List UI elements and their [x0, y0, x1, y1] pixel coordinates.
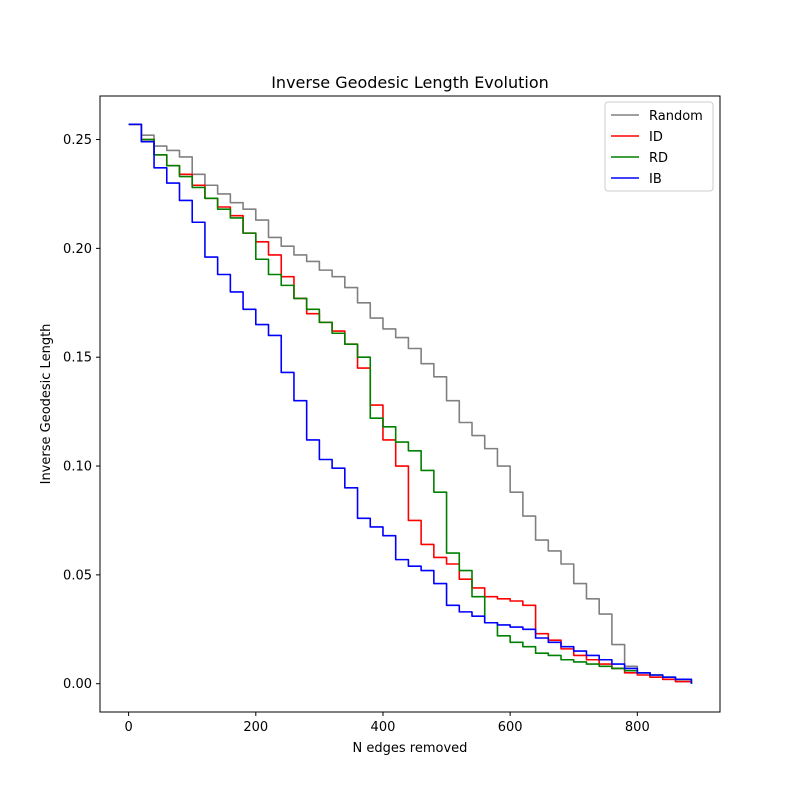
axes-frame: [99, 95, 721, 713]
series-line-ib: [128, 123, 693, 684]
y-axis: 0.00 0.05 0.10 0.15 0.20 0.25: [63, 133, 100, 692]
x-tick-label: 800: [625, 720, 650, 735]
x-axis-label: N edges removed: [353, 741, 468, 756]
x-tick-label: 600: [498, 720, 523, 735]
y-tick-label: 0.20: [63, 242, 92, 257]
legend: Random ID RD IB: [604, 101, 714, 192]
x-tick-label: 0: [124, 720, 132, 735]
series-line-id: [128, 123, 693, 684]
y-tick-label: 0.05: [63, 568, 92, 583]
y-tick-label: 0.25: [63, 133, 92, 148]
x-axis: 0 200 400 600 800: [124, 712, 650, 735]
series-line-random: [128, 123, 693, 684]
legend-label-id: ID: [649, 130, 663, 145]
plot-area: [128, 123, 693, 684]
legend-label-ib: IB: [649, 172, 662, 187]
y-tick-label: 0.15: [63, 351, 92, 366]
legend-label-random: Random: [649, 109, 703, 124]
x-tick-label: 200: [243, 720, 268, 735]
chart-title: Inverse Geodesic Length Evolution: [271, 73, 549, 92]
y-tick-label: 0.10: [63, 460, 92, 475]
series-line-rd: [128, 123, 693, 684]
legend-box: [604, 101, 714, 192]
y-axis-label: Inverse Geodesic Length: [39, 324, 54, 485]
y-tick-label: 0.00: [63, 677, 92, 692]
x-tick-label: 400: [371, 720, 396, 735]
legend-label-rd: RD: [649, 151, 668, 166]
